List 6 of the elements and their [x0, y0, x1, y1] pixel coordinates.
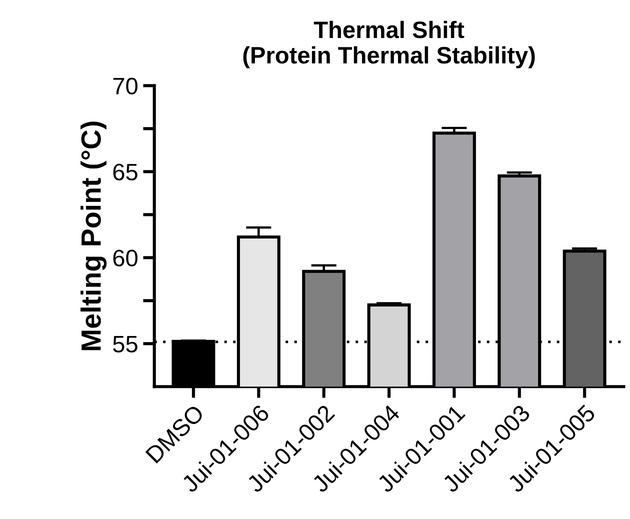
y-tick-label: 60 [113, 250, 138, 266]
chart-title: Thermal Shift (Protein Thermal Stability) [243, 20, 535, 68]
y-tick-label: 65 [113, 164, 138, 180]
y-axis-title: Melting Point (°C) [80, 122, 107, 350]
y-tick-label: 55 [113, 336, 138, 352]
y-tick-label: 70 [113, 78, 138, 94]
